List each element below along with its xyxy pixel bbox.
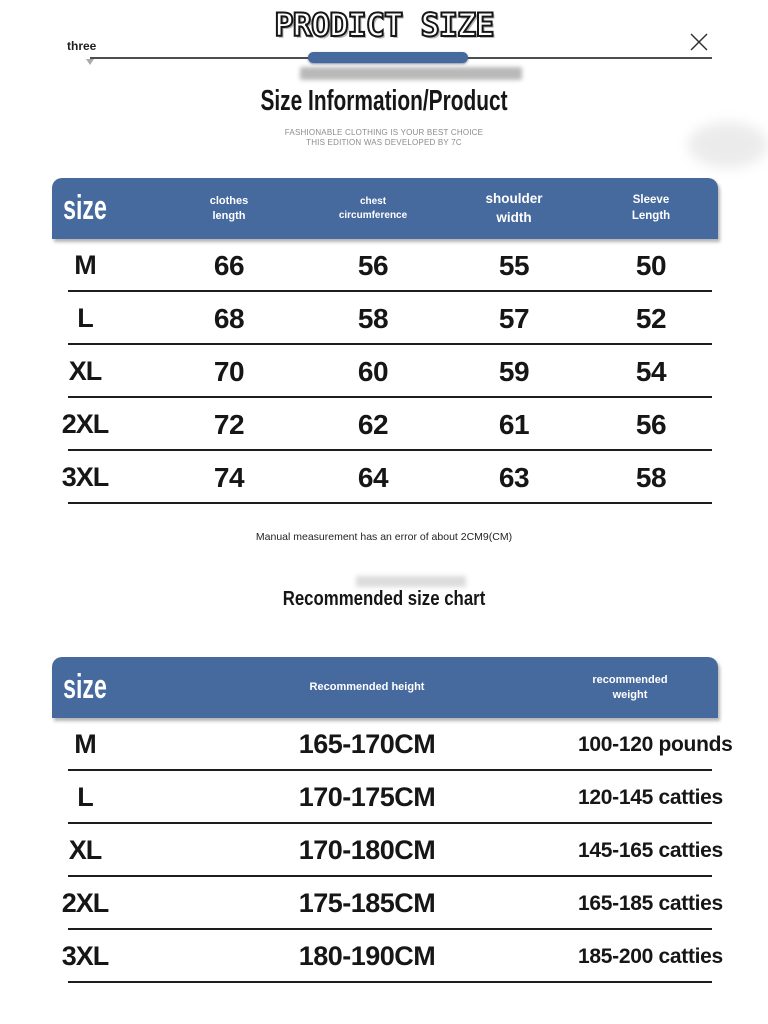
value-cell: 61 — [498, 408, 530, 440]
value-cell: 185-200 catties — [578, 944, 723, 968]
size-label-cell: 2XL — [61, 888, 110, 918]
size-label-cell: XL — [68, 356, 103, 386]
value-cell: 58 — [635, 461, 667, 493]
table-row: 2XL 175-185CM 165-185 catties — [52, 877, 723, 930]
page-title-product-size: PRODICT SIZE — [273, 5, 495, 45]
value-cell: 58 — [357, 302, 389, 334]
tagline-line-2: THIS EDITION WAS DEVELOPED BY 7C — [306, 138, 462, 147]
recommended-size-table: size Recommended height recommended weig… — [52, 657, 733, 983]
value-cell: 56 — [635, 408, 667, 440]
column-header-sleeve-length: Sleeve Length — [584, 193, 718, 224]
value-cell: 170-180CM — [298, 835, 436, 865]
table-row: XL 70 60 59 54 — [52, 345, 718, 398]
column-header-label: Sleeve Length — [631, 193, 671, 222]
table-row: 3XL 74 64 63 58 — [52, 451, 718, 504]
table-row: L 68 58 57 52 — [52, 292, 718, 345]
column-header-recommended-height: Recommended height — [309, 681, 425, 694]
column-header-size: size — [63, 188, 107, 227]
column-header-recommended-weight: recommended weight — [592, 673, 668, 701]
value-cell: 68 — [213, 302, 245, 334]
value-cell: 60 — [357, 355, 389, 387]
size-measurement-table: size clothes length chest circumference … — [52, 178, 718, 504]
column-header-label: clothes length — [209, 194, 249, 222]
value-cell: 100-120 pounds — [578, 732, 733, 756]
value-cell: 175-185CM — [298, 888, 436, 918]
size-label-cell: 3XL — [61, 462, 110, 492]
line-start-marker — [86, 59, 94, 65]
size-label-cell: M — [74, 250, 97, 280]
value-cell: 62 — [357, 408, 389, 440]
value-cell: 165-185 catties — [578, 891, 723, 915]
tab-label-three: three — [67, 39, 97, 53]
column-header-size: size — [63, 667, 107, 706]
table-row: 3XL 180-190CM 185-200 catties — [52, 930, 723, 983]
table-row: L 170-175CM 120-145 catties — [52, 771, 723, 824]
column-header-shoulder-width: shoulder width — [444, 190, 584, 226]
table-row: 2XL 72 62 61 56 — [52, 398, 718, 451]
measurement-note: Manual measurement has an error of about… — [255, 531, 513, 543]
section-title-recommended-size: Recommended size chart — [282, 588, 486, 610]
value-cell: 74 — [213, 461, 245, 493]
table-row: M 66 56 55 50 — [52, 239, 718, 292]
value-cell: 72 — [213, 408, 245, 440]
size-label-cell: 2XL — [61, 409, 110, 439]
value-cell: 180-190CM — [298, 941, 436, 971]
size-label-cell: 3XL — [61, 941, 110, 971]
accent-pill — [308, 52, 468, 63]
value-cell: 145-165 catties — [578, 838, 723, 862]
column-header-clothes-length: clothes length — [156, 194, 302, 224]
value-cell: 70 — [213, 355, 245, 387]
value-cell: 50 — [635, 249, 667, 281]
close-icon — [690, 33, 708, 50]
recommended-table-header: size Recommended height recommended weig… — [52, 657, 718, 718]
value-cell: 56 — [357, 249, 389, 281]
close-button[interactable] — [684, 28, 714, 58]
value-cell: 165-170CM — [298, 729, 436, 759]
watermark-ghost — [300, 67, 522, 80]
value-cell: 54 — [635, 355, 667, 387]
size-label-cell: L — [77, 303, 94, 333]
size-label-cell: L — [77, 782, 94, 812]
value-cell: 55 — [498, 249, 530, 281]
size-table-header: size clothes length chest circumference … — [52, 178, 718, 239]
value-cell: 170-175CM — [298, 782, 436, 812]
column-header-label: chest circumference — [338, 196, 408, 221]
tagline-line-1: FASHIONABLE CLOTHING IS YOUR BEST CHOICE — [284, 128, 484, 137]
value-cell: 120-145 catties — [578, 785, 723, 809]
section-title-size-information: Size Information/Product — [260, 85, 508, 117]
value-cell: 64 — [357, 461, 389, 493]
watermark-ghost — [356, 576, 466, 587]
value-cell: 59 — [498, 355, 530, 387]
size-label-cell: XL — [68, 835, 103, 865]
column-header-label: shoulder width — [485, 191, 543, 225]
size-table-body: M 66 56 55 50 L 68 58 57 52 XL 70 60 59 54 2XL 72 62 61 56 3… — [52, 239, 718, 504]
column-header-chest-circumference: chest circumference — [302, 195, 444, 222]
table-row: M 165-170CM 100-120 pounds — [52, 718, 733, 771]
value-cell: 57 — [498, 302, 530, 334]
size-label-cell: M — [74, 729, 97, 759]
table-row: XL 170-180CM 145-165 catties — [52, 824, 723, 877]
value-cell: 52 — [635, 302, 667, 334]
recommended-table-body: M 165-170CM 100-120 pounds L 170-175CM 120-14… — [52, 718, 733, 983]
value-cell: 63 — [498, 461, 530, 493]
value-cell: 66 — [213, 249, 245, 281]
